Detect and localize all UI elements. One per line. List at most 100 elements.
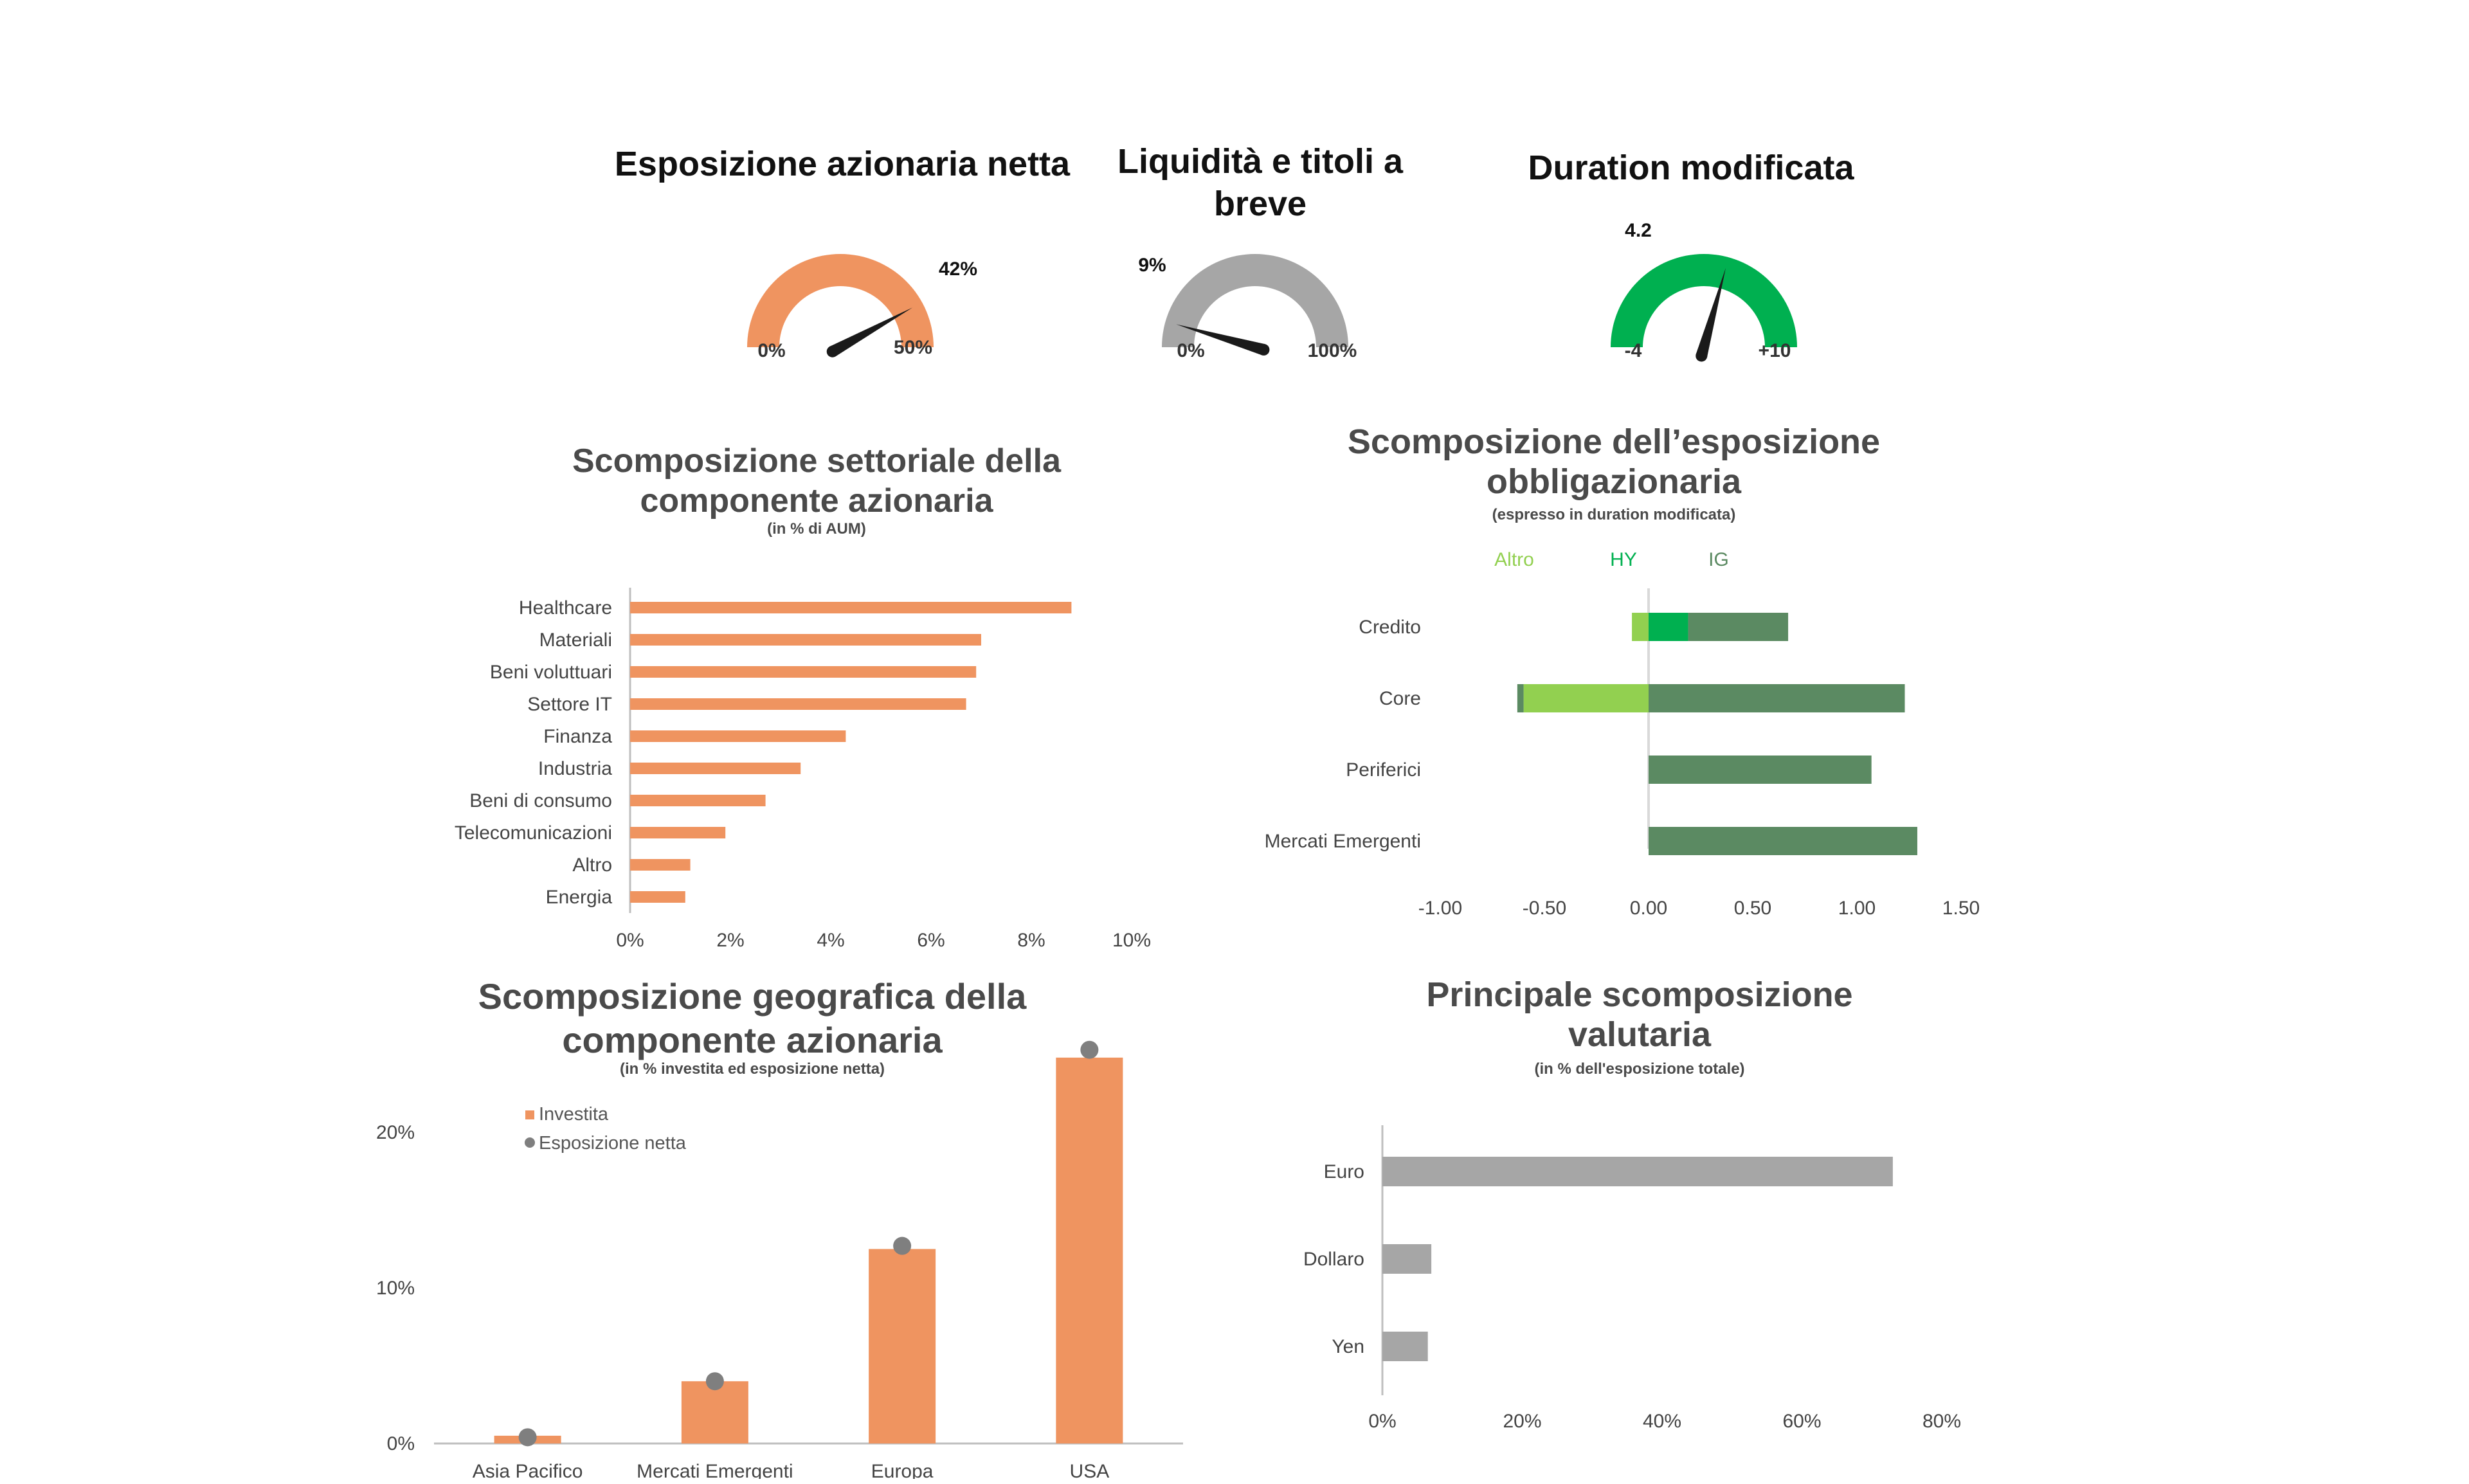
gauge-needle-hub: [1258, 343, 1270, 356]
sector-chart-title: Scomposizione settoriale della component…: [572, 442, 1061, 520]
y-tick-label: 0%: [387, 1433, 415, 1454]
gauge-max-label: 50%: [894, 337, 932, 358]
marker-esposizione-netta: [705, 1372, 724, 1391]
legend-label: Investita: [539, 1104, 609, 1125]
bond-chart-title: Scomposizione dell’esposizione obbligazi…: [1347, 422, 1881, 501]
gauge-title-liquidity: Liquidità e titoli a breve: [1117, 142, 1403, 223]
bar-segment-altro: [1632, 613, 1649, 641]
x-tick-label: 20%: [1503, 1411, 1541, 1432]
gauge-value-label: 4.2: [1625, 220, 1652, 241]
bar-segment-hy: [1517, 684, 1524, 712]
sector-chart-subtitle: (in % di AUM): [767, 520, 866, 538]
geo-chart-title: Scomposizione geografica della component…: [478, 976, 1027, 1060]
bar-segment-ig: [1688, 613, 1789, 641]
category-label: Euro: [1324, 1161, 1364, 1182]
x-tick-label: 0%: [1368, 1411, 1396, 1432]
bar-segment-hy: [1649, 613, 1688, 641]
gauge-title-duration: Duration modificata: [1528, 149, 1854, 187]
category-label: Mercati Emergenti: [637, 1461, 793, 1479]
x-tick-label: -0.50: [1523, 898, 1566, 919]
fx-bar-chart: Euro Dollaro Yen 0% 20% 40% 60% 80%: [1303, 1125, 1961, 1432]
legend-swatch-investita: [525, 1110, 534, 1119]
bar: [1382, 1244, 1432, 1274]
gauges: 42% 0% 50% 9% 0% 100% 4.2 -4 +10: [747, 220, 1797, 362]
category-label: Yen: [1332, 1336, 1364, 1357]
gauge-max-label: +10: [1759, 340, 1791, 361]
gauge-1: 9% 0% 100%: [1138, 254, 1357, 361]
x-tick-label: 10%: [1112, 930, 1151, 951]
category-label: Telecomunicazioni: [455, 822, 612, 844]
bar: [630, 859, 691, 871]
bar: [630, 795, 766, 806]
gauge-value-label: 42%: [939, 258, 977, 280]
category-label: Beni di consumo: [469, 790, 612, 811]
bar: [1382, 1332, 1428, 1361]
bar: [630, 730, 846, 742]
bar: [630, 602, 1072, 613]
gauge-needle: [1176, 324, 1265, 356]
bar: [630, 891, 685, 903]
y-tick-label: 10%: [376, 1278, 415, 1299]
gauge-2: 4.2 -4 +10: [1611, 220, 1797, 362]
bar-segment-ig: [1649, 684, 1905, 712]
category-label: Materiali: [539, 629, 612, 651]
category-label: Europa: [871, 1461, 934, 1479]
bar: [630, 666, 977, 678]
bar-segment-ig: [1649, 756, 1872, 784]
gauge-arc: [1162, 254, 1348, 347]
gauge-needle-hub: [1696, 350, 1708, 362]
marker-esposizione-netta: [893, 1236, 912, 1255]
gauge-arc: [1611, 254, 1797, 347]
gauge-min-label: -4: [1625, 340, 1642, 361]
bar: [630, 763, 801, 774]
bond-chart-subtitle: (espresso in duration modificata): [1492, 506, 1736, 523]
x-tick-label: 80%: [1922, 1411, 1961, 1432]
bar-investita: [869, 1249, 936, 1443]
gauge-value-label: 9%: [1138, 255, 1166, 276]
category-label: Dollaro: [1303, 1249, 1364, 1270]
legend-label: Esposizione netta: [539, 1133, 687, 1154]
legend-label: Altro: [1494, 549, 1534, 570]
x-tick-label: 40%: [1643, 1411, 1681, 1432]
x-tick-label: 1.00: [1838, 898, 1876, 919]
legend-swatch-esposizione: [525, 1137, 535, 1148]
bar: [1382, 1157, 1893, 1186]
category-label: Finanza: [543, 726, 612, 747]
category-label: Asia Pacifico: [473, 1461, 583, 1479]
bar: [630, 698, 966, 710]
fx-chart-subtitle: (in % dell'esposizione totale): [1534, 1060, 1745, 1078]
bar: [630, 634, 981, 646]
x-tick-label: 1.50: [1942, 898, 1980, 919]
legend-label: HY: [1610, 549, 1637, 570]
fx-chart-title: Principale scomposizione valutaria: [1426, 975, 1853, 1054]
category-label: Altro: [572, 855, 612, 876]
gauge-title-equity: Esposizione azionaria netta: [614, 145, 1071, 183]
x-tick-label: 8%: [1017, 930, 1045, 951]
x-tick-label: 2%: [716, 930, 744, 951]
bar: [630, 827, 726, 838]
category-label: Core: [1379, 688, 1421, 709]
legend-label: IG: [1708, 549, 1729, 570]
x-tick-label: 4%: [817, 930, 844, 951]
bar-investita: [681, 1381, 748, 1443]
x-tick-label: -1.00: [1418, 898, 1462, 919]
category-label: Periferici: [1346, 759, 1421, 781]
category-label: USA: [1070, 1461, 1110, 1479]
category-label: Healthcare: [519, 597, 612, 619]
category-label: Industria: [538, 758, 612, 779]
bond-stacked-bar-chart: Altro HY IG Credito Core Periferici Mercati Em…: [1265, 549, 1980, 919]
category-label: Energia: [546, 887, 613, 908]
x-tick-label: 0.00: [1630, 898, 1667, 919]
category-label: Settore IT: [527, 694, 612, 715]
bar-segment-ig: [1649, 827, 1917, 855]
x-tick-label: 0.50: [1734, 898, 1771, 919]
gauge-needle: [1696, 267, 1726, 357]
sector-bar-chart: Healthcare Materiali Beni voluttuari Settor…: [455, 588, 1151, 951]
y-tick-label: 20%: [376, 1122, 415, 1143]
category-label: Credito: [1359, 617, 1421, 638]
geo-bar-chart: Investita Esposizione netta 0% 10% 20% Asia P…: [376, 1040, 1183, 1479]
bar-segment-altro: [1523, 684, 1649, 712]
x-tick-label: 6%: [917, 930, 945, 951]
gauge-max-label: 100%: [1308, 340, 1357, 361]
